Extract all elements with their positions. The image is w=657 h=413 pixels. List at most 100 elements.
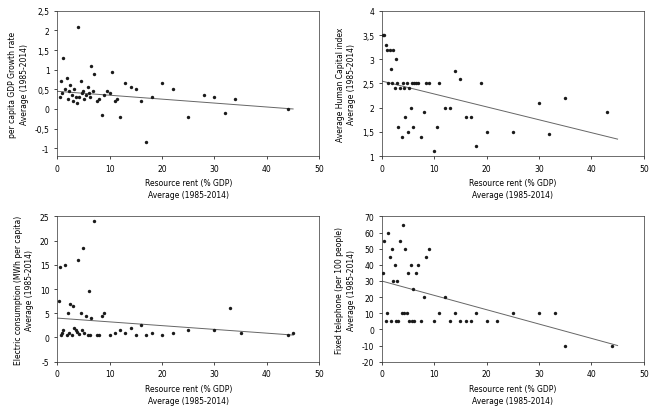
Point xyxy=(380,42,391,49)
Point xyxy=(416,134,426,141)
Point xyxy=(74,95,85,101)
Point xyxy=(388,47,398,54)
Point xyxy=(70,95,81,101)
Point xyxy=(392,81,403,88)
Point xyxy=(560,95,570,102)
Y-axis label: Electric consumption (MWh per capita)
Average (1985-2014): Electric consumption (MWh per capita) Av… xyxy=(14,215,34,364)
Point xyxy=(482,318,492,325)
Point xyxy=(455,76,466,83)
Point xyxy=(424,81,434,88)
Point xyxy=(68,303,78,310)
Point xyxy=(393,318,403,325)
Point xyxy=(66,93,77,99)
Point xyxy=(125,85,136,91)
Point xyxy=(125,325,136,331)
Point xyxy=(235,330,246,336)
Point xyxy=(384,47,395,54)
Point xyxy=(110,99,120,105)
Point xyxy=(471,310,482,317)
Point xyxy=(65,83,76,90)
Point xyxy=(391,57,401,64)
Point xyxy=(396,310,407,317)
Point xyxy=(491,318,502,325)
Point xyxy=(141,332,152,339)
Point xyxy=(378,33,388,39)
Y-axis label: per capita GDP Growth rate
Average (1985-2014): per capita GDP Growth rate Average (1985… xyxy=(9,31,29,137)
Point xyxy=(157,81,168,88)
Point xyxy=(398,86,409,93)
Point xyxy=(455,318,466,325)
Point xyxy=(413,81,424,88)
Point xyxy=(379,33,390,39)
Point xyxy=(445,105,455,112)
Point xyxy=(104,332,115,339)
Point xyxy=(86,315,97,322)
X-axis label: Resource rent (% GDP)
Average (1985-2014): Resource rent (% GDP) Average (1985-2014… xyxy=(145,179,232,199)
Point xyxy=(58,55,69,62)
Point xyxy=(136,99,147,105)
Point xyxy=(64,330,74,336)
Point xyxy=(482,129,492,136)
Point xyxy=(533,310,544,317)
Point xyxy=(434,81,445,88)
Point xyxy=(429,149,440,155)
Point xyxy=(91,99,102,105)
Point xyxy=(112,97,123,103)
Point xyxy=(400,115,411,121)
Point xyxy=(115,327,125,334)
Point xyxy=(409,318,419,325)
Point xyxy=(99,310,110,317)
Point xyxy=(424,246,434,252)
Point xyxy=(82,85,93,91)
Point xyxy=(87,89,98,95)
Point xyxy=(76,310,86,317)
Point xyxy=(450,310,461,317)
Point xyxy=(136,322,147,329)
Point xyxy=(131,332,141,339)
Y-axis label: Average Human Capital index
Average (1985-2014): Average Human Capital index Average (198… xyxy=(336,27,356,141)
Point xyxy=(102,89,112,95)
Point xyxy=(432,124,442,131)
Point xyxy=(69,325,79,331)
Point xyxy=(99,93,110,99)
Point xyxy=(81,313,91,319)
Point xyxy=(419,294,429,301)
X-axis label: Resource rent (% GDP)
Average (1985-2014): Resource rent (% GDP) Average (1985-2014… xyxy=(469,384,556,405)
Point xyxy=(183,327,194,334)
Point xyxy=(405,262,416,268)
Point xyxy=(393,124,403,131)
Point xyxy=(72,100,82,107)
Point xyxy=(97,112,107,119)
Point xyxy=(97,313,107,319)
Point xyxy=(104,91,115,97)
Point xyxy=(440,294,450,301)
Point xyxy=(86,63,97,70)
Point xyxy=(94,332,104,339)
Point xyxy=(408,124,419,131)
Point xyxy=(395,86,405,93)
Point xyxy=(83,91,94,97)
Point xyxy=(392,278,403,285)
Point xyxy=(89,71,99,78)
Point xyxy=(471,144,482,150)
Point xyxy=(120,330,131,336)
Point xyxy=(383,81,394,88)
Point xyxy=(461,318,471,325)
Point xyxy=(110,330,120,336)
Point xyxy=(382,310,392,317)
Point xyxy=(57,330,68,336)
Point xyxy=(429,318,440,325)
Point xyxy=(62,97,73,103)
Point xyxy=(407,318,417,325)
Point xyxy=(230,97,240,103)
Point xyxy=(413,262,424,268)
Point xyxy=(450,69,461,76)
Point xyxy=(225,305,235,312)
Point xyxy=(396,134,407,141)
Point xyxy=(411,81,421,88)
Point xyxy=(168,330,178,336)
Point xyxy=(434,310,445,317)
Point xyxy=(183,114,194,121)
X-axis label: Resource rent (% GDP)
Average (1985-2014): Resource rent (% GDP) Average (1985-2014… xyxy=(145,384,232,405)
Point xyxy=(131,87,141,93)
